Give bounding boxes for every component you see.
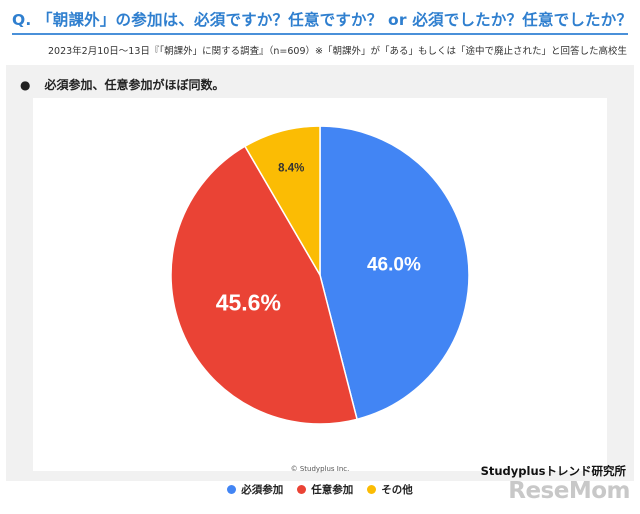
- legend-optional: 任意参加: [297, 482, 353, 497]
- slice-required: [319, 125, 470, 421]
- resemom-logo: ReseMom: [508, 478, 630, 504]
- question-title: Q. 「朝課外」の参加は、必須ですか？任意ですか？ or 必須でしたか？任意でし…: [12, 11, 633, 29]
- legend-label: 任意参加: [311, 484, 354, 496]
- legend-label: その他: [381, 484, 413, 496]
- chart-legend: 必須参加 任意参加 その他: [33, 482, 607, 497]
- label-required: 46.0%: [367, 255, 421, 276]
- pie-chart: 46.0% 45.6% 8.4%: [170, 125, 470, 425]
- label-other: 8.4%: [278, 163, 304, 175]
- brand-label: Studyplusトレンド研究所: [480, 464, 626, 478]
- bullet-dot: ●: [20, 78, 31, 92]
- legend-other: その他: [367, 482, 413, 497]
- slice-other: [243, 125, 321, 278]
- legend-label: 必須参加: [241, 484, 284, 496]
- slice-optional: [170, 145, 358, 425]
- summary-bullet: ● 必須参加、任意参加がほぼ同数。: [20, 76, 225, 93]
- legend-swatch: [297, 485, 307, 494]
- copyright: © Studyplus Inc.: [290, 465, 350, 473]
- legend-swatch: [367, 485, 377, 494]
- title-underline: [12, 33, 628, 35]
- summary-text: 必須参加、任意参加がほぼ同数。: [44, 78, 225, 92]
- label-optional: 45.6%: [216, 290, 281, 316]
- plot-area: 46.0% 45.6% 8.4% 必須参加 任意参加 その他: [33, 98, 607, 496]
- chart-panel: ● 必須参加、任意参加がほぼ同数。 46.0% 45.6% 8.4% 必須参加 任意参加…: [6, 65, 634, 496]
- legend-required: 必須参加: [227, 482, 283, 497]
- legend-swatch: [227, 485, 237, 494]
- survey-subtitle: 2023年2月10日～13日『「朝課外」に関する調査』（n=609）※「朝課外」…: [48, 46, 627, 57]
